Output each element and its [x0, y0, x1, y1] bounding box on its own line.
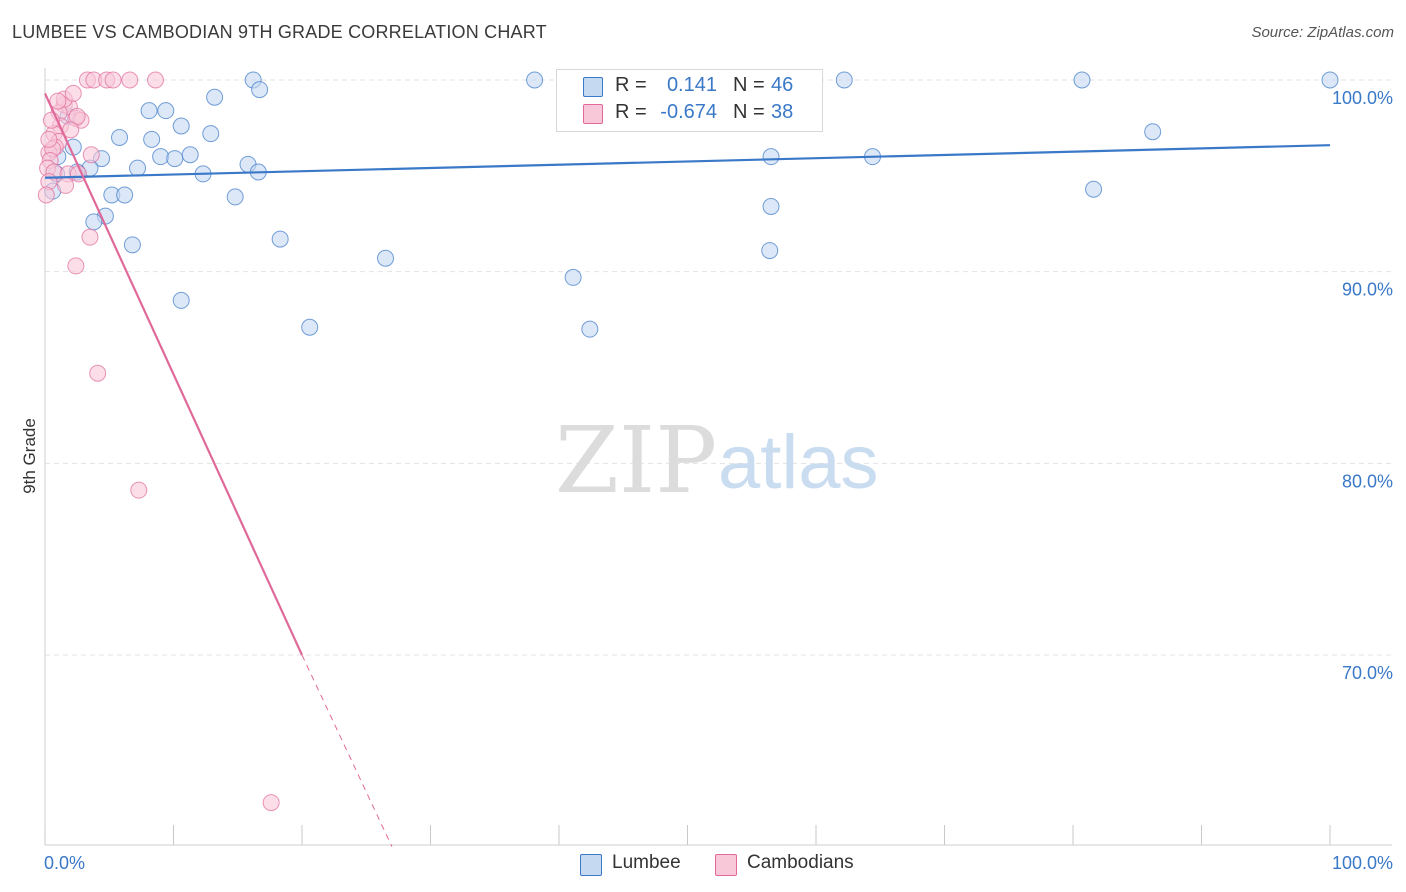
r-value: -0.674	[660, 101, 717, 123]
cambodian-point	[67, 257, 85, 275]
legend-label: Lumbee	[612, 852, 681, 873]
lumbee-point	[377, 249, 395, 267]
cambodian-swatch	[583, 104, 603, 124]
labels-layer: 70.0% 80.0% 90.0% 100.0% 0.0% 100.0% 9th Grade	[20, 88, 1393, 873]
lumbee-point	[202, 125, 220, 143]
cambodian-point	[89, 364, 107, 382]
lumbee-point	[581, 320, 599, 338]
points-layer	[37, 71, 1339, 812]
trend-layer	[43, 92, 1331, 847]
watermark-layer: ZIP atlas	[555, 407, 879, 514]
lumbee-point	[1073, 71, 1091, 89]
lumbee-point	[143, 130, 161, 148]
lumbee-point	[564, 268, 582, 286]
lumbee-point	[166, 150, 184, 168]
chart-title: LUMBEE VS CAMBODIAN 9TH GRADE CORRELATIO…	[12, 22, 547, 42]
stats-row-cambodian: R = -0.674 N = 38	[557, 101, 822, 127]
lumbee-point	[123, 236, 141, 254]
lumbee-point	[226, 188, 244, 206]
y-axis-title: 9th Grade	[20, 418, 39, 494]
n-label: N =	[733, 101, 765, 123]
n-value: 46	[771, 74, 794, 96]
cambodian-point	[121, 71, 139, 89]
lumbee-point	[301, 318, 319, 336]
lumbee-trend-line	[44, 144, 1331, 179]
lumbee-point	[251, 81, 269, 99]
watermark-atlas: atlas	[718, 420, 879, 505]
source-label: Source: ZipAtlas.com	[1251, 24, 1394, 41]
cambodian-point	[37, 186, 55, 204]
lumbee-point	[116, 186, 134, 204]
lumbee-point	[172, 291, 190, 309]
lumbee-point	[85, 213, 103, 231]
cambodian-point	[147, 71, 165, 89]
lumbee-point	[152, 148, 170, 166]
lumbee-point	[761, 242, 779, 260]
lumbee-point	[129, 159, 147, 177]
lumbee-point	[1144, 123, 1162, 141]
y-tick-label: 70.0%	[1342, 663, 1393, 683]
cambodian-point	[104, 71, 122, 89]
legend-label: Cambodians	[747, 852, 854, 873]
lumbee-point	[271, 230, 289, 248]
stats-box: R = 0.141 N = 46 R = -0.674 N = 38	[556, 69, 823, 132]
r-label: R =	[615, 101, 647, 123]
x-tick-label: 0.0%	[44, 853, 85, 873]
cambodian-point	[82, 146, 100, 164]
cambodian-trend-line	[43, 92, 304, 656]
cambodian-point	[57, 176, 75, 194]
x-tick-label: 100.0%	[1332, 853, 1393, 873]
cambodian-point	[81, 228, 99, 246]
cambodian-legend-swatch	[715, 854, 737, 876]
watermark-zip: ZIP	[555, 407, 717, 514]
cambodian-point	[64, 84, 82, 102]
lumbee-point	[111, 129, 129, 146]
cambodian-point	[262, 794, 280, 812]
cambodian-point	[49, 92, 67, 110]
n-label: N =	[733, 74, 765, 96]
lumbee-point	[526, 71, 544, 89]
cambodian-point	[40, 130, 58, 148]
n-value: 38	[771, 101, 794, 123]
stats-row-lumbee: R = 0.141 N = 46	[557, 74, 822, 100]
lumbee-point	[172, 117, 190, 135]
lumbee-point	[762, 198, 780, 215]
lumbee-legend-swatch	[580, 854, 602, 876]
y-tick-label: 90.0%	[1342, 280, 1393, 300]
lumbee-swatch	[583, 77, 603, 97]
y-tick-label: 80.0%	[1342, 471, 1393, 491]
r-value: 0.141	[666, 74, 717, 96]
cambodian-trend-extension	[301, 654, 393, 847]
r-label: R =	[615, 74, 647, 96]
lumbee-point	[762, 148, 780, 166]
lumbee-point	[1085, 180, 1103, 198]
y-tick-label: 100.0%	[1332, 88, 1393, 108]
lumbee-point	[1321, 71, 1339, 89]
lumbee-point	[157, 102, 175, 120]
lumbee-point	[140, 102, 158, 120]
lumbee-point	[206, 88, 224, 106]
cambodian-point	[130, 481, 148, 499]
lumbee-point	[835, 71, 853, 89]
lumbee-point	[181, 146, 199, 164]
